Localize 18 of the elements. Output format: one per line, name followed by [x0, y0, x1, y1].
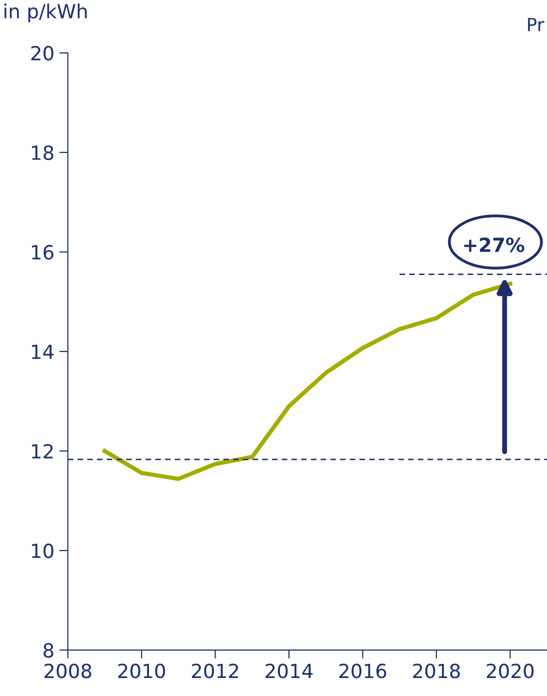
- line-series: [102, 282, 512, 481]
- y-tick-label: 10: [32, 543, 54, 558]
- x-tick-label: 2014: [266, 664, 313, 678]
- x-tick-label: 2020: [486, 664, 534, 678]
- annotation: +27%: [464, 238, 524, 252]
- x-tick-label: 2010: [118, 664, 165, 678]
- x-tick-label: 2008: [44, 664, 92, 678]
- y-tick-label: 8: [44, 643, 54, 658]
- y-tick-label: 20: [31, 46, 54, 61]
- x-tick-label: 2018: [413, 664, 460, 678]
- text: Pr: [528, 18, 544, 32]
- y-tick-label: 12: [32, 444, 53, 458]
- x-tick-label: 2012: [192, 664, 238, 678]
- y-tick-label: 18: [32, 145, 54, 160]
- x-tick-label: 2016: [339, 664, 386, 678]
- y-tick-label: 14: [32, 344, 54, 359]
- y-axis-title: in p/kWh: [4, 3, 87, 22]
- y-tick-label: 16: [32, 244, 54, 260]
